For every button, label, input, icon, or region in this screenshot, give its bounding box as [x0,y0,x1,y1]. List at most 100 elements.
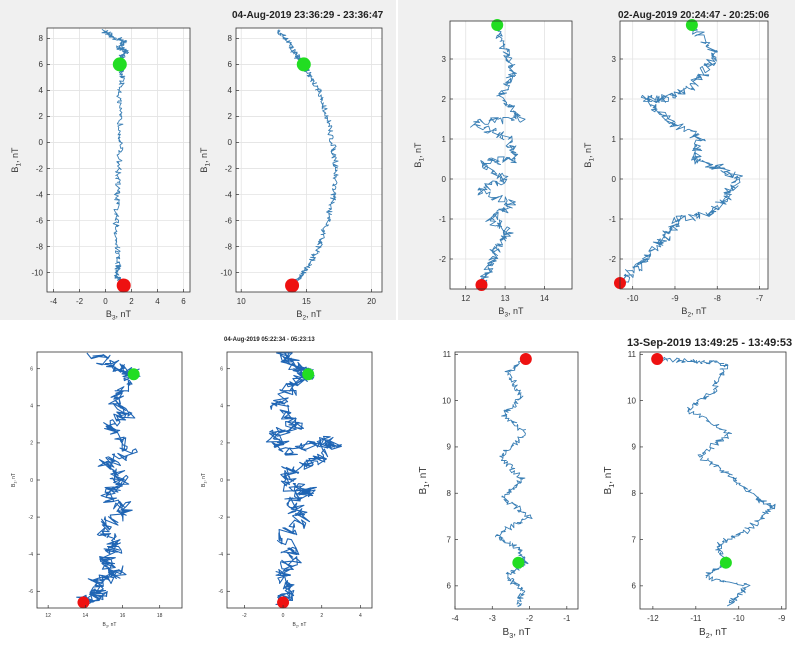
y-tick-label: 6 [228,60,233,69]
x-tick-label: -1 [563,614,571,623]
x-tick-label: 0 [103,297,108,306]
axes-frame [235,27,383,293]
y-tick-label: 4 [220,404,223,410]
x-tick-label: -2 [76,297,84,306]
panel-3-subplot-2: -2 0 2 4 -6 -4 -2 0 2 4 6 B2, nT B1, nT [201,351,373,628]
y-axis-label: B1, nT [583,142,596,168]
y-tick-label: 4 [30,404,33,410]
y-tick-label: 4 [39,86,44,95]
y-tick-label: 0 [39,138,44,147]
y-axis-label: B1, nT [199,147,212,173]
x-tick-label: 14 [83,613,89,619]
panel-1-subplot-1: -4 -2 0 2 4 6 -10 -8 -6 -4 -2 0 2 4 6 8 B3, nT B1, nT [10,27,191,322]
y-tick-label: -2 [439,255,447,264]
y-tick-label: -2 [29,515,34,521]
x-axis-label: B3, nT [103,622,117,628]
x-tick-label: 4 [359,613,362,619]
panel-1-subplot-2: 10 15 20 -10 -8 -6 -4 -2 0 2 4 6 8 B2, nT B1, nT [199,27,383,322]
end-marker [277,596,290,609]
y-axis-label: B1, nT [11,473,17,487]
x-tick-label: -10 [733,614,745,623]
panel-4-subplot-2: -12 -11 -10 -9 6 7 8 9 10 11 B2, nT B1, nT [603,350,787,640]
y-axis-label: B1, nT [603,467,616,495]
start-marker [296,57,311,72]
y-axis-label: B1, nT [413,142,426,168]
x-tick-label: -12 [647,614,659,623]
y-tick-label: 7 [632,535,637,544]
end-marker [519,352,532,365]
y-tick-label: 7 [447,535,452,544]
y-tick-label: 3 [442,55,447,64]
y-tick-label: 8 [447,489,452,498]
x-tick-label: -4 [451,614,459,623]
y-tick-label: 8 [228,34,233,43]
y-tick-label: 0 [30,478,33,484]
x-tick-label: 15 [302,297,311,306]
y-tick-label: 0 [220,478,223,484]
y-tick-label: -8 [36,242,44,251]
trajectory-line [265,352,342,605]
y-tick-label: -8 [225,242,233,251]
y-tick-label: 6 [220,366,223,372]
axes-frame [619,20,769,290]
y-tick-label: -6 [36,216,44,225]
start-marker [302,368,315,381]
plot-area [640,352,786,609]
x-tick-label: 2 [320,613,323,619]
x-tick-label: -11 [690,614,702,623]
y-tick-label: 6 [30,366,33,372]
panel-4-subplot-1: -4 -3 -2 -1 6 7 8 9 10 11 B3, nT B1, nT [418,350,579,640]
y-tick-label: -2 [225,164,233,173]
x-axis-label: B2, nT [681,306,707,319]
y-tick-label: -4 [29,552,34,558]
plot-area [450,21,572,289]
x-tick-label: 2 [129,297,134,306]
y-axis-label: B1, nT [201,473,207,487]
y-tick-label: 2 [220,441,223,447]
end-marker [285,278,300,293]
end-marker [116,278,131,293]
y-tick-label: 0 [228,138,233,147]
axes-frame [46,27,191,293]
y-tick-label: -4 [225,190,233,199]
y-axis-label: B1, nT [10,147,23,173]
start-marker [112,57,127,72]
x-tick-label: -9 [778,614,786,623]
x-tick-label: -9 [671,294,679,303]
x-axis-label: B3, nT [106,309,132,322]
y-tick-label: 8 [39,34,44,43]
x-tick-label: 0 [282,613,285,619]
y-tick-label: -2 [219,515,224,521]
start-marker [719,556,732,569]
y-tick-label: 6 [447,582,452,591]
x-tick-label: 12 [45,613,51,619]
x-tick-label: -2 [242,613,247,619]
end-marker [651,352,664,365]
y-tick-label: -4 [219,552,224,558]
y-tick-label: 2 [612,95,617,104]
x-axis-label: B3, nT [503,627,531,640]
start-marker [685,19,698,31]
y-tick-label: -6 [225,216,233,225]
y-tick-label: 9 [447,443,452,452]
x-tick-label: 6 [181,297,186,306]
x-axis-label: B2, nT [296,309,322,322]
y-tick-label: -6 [29,589,34,595]
y-tick-label: 10 [442,396,451,405]
x-tick-label: -8 [714,294,722,303]
y-tick-label: 4 [228,86,233,95]
plot-area [47,28,190,292]
y-tick-label: 2 [39,112,44,121]
y-tick-label: 6 [632,582,637,591]
y-tick-label: -4 [36,190,44,199]
x-axis-label: B2, nT [699,627,727,640]
panel-1-title: 04-Aug-2019 23:36:29 - 23:36:47 [232,10,384,21]
end-marker [475,279,488,291]
y-tick-label: 2 [30,441,33,447]
y-tick-label: 0 [442,175,447,184]
trajectory-line [76,352,141,604]
y-tick-label: -1 [609,215,617,224]
x-tick-label: 13 [501,294,510,303]
x-tick-label: -10 [627,294,639,303]
